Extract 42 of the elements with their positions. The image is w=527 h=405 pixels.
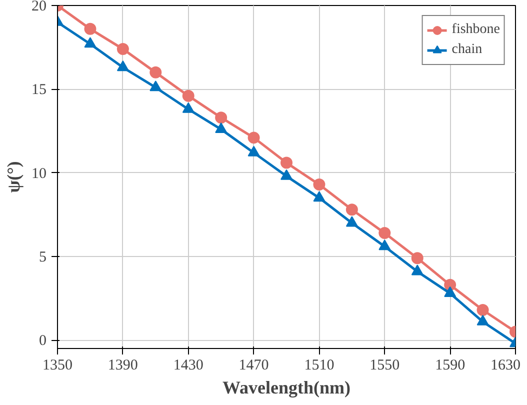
point	[84, 37, 96, 48]
point	[182, 90, 194, 102]
legend-label: fishbone	[452, 22, 500, 38]
x-tick-label: 1390	[108, 358, 138, 374]
point	[444, 286, 456, 297]
x-tick-label: 1510	[304, 358, 334, 374]
point	[116, 60, 129, 72]
point	[313, 178, 326, 191]
point	[248, 132, 260, 144]
x-axis-title: Wavelength(nm)	[222, 378, 351, 398]
point	[378, 227, 391, 240]
y-tick-label: 10	[32, 166, 46, 182]
x-tick-label: 1470	[238, 358, 269, 374]
point	[150, 66, 162, 78]
point	[280, 156, 292, 169]
x-tick-label: 1630	[490, 358, 520, 374]
point	[280, 169, 292, 180]
y-axis-title: ψ(°)	[4, 161, 24, 193]
point	[476, 314, 489, 326]
x-tick-label: 1350	[42, 358, 72, 374]
y-tick-label: 15	[32, 82, 46, 98]
point	[215, 112, 228, 124]
point	[411, 252, 424, 264]
point	[378, 240, 391, 250]
y-tick-label: 20	[32, 0, 46, 14]
legend-label: chain	[452, 42, 482, 58]
point	[248, 146, 260, 156]
x-tick-label: 1550	[370, 358, 400, 374]
point	[346, 204, 358, 216]
point	[346, 216, 358, 227]
x-tick-label: 1430	[173, 358, 204, 374]
point	[150, 80, 162, 92]
y-tick-label: 5	[39, 249, 46, 266]
point	[182, 102, 194, 113]
y-tick-label: 0	[39, 333, 46, 350]
point	[116, 43, 129, 55]
point	[215, 122, 228, 133]
point	[313, 191, 326, 202]
point	[411, 264, 424, 276]
point	[476, 304, 489, 316]
point	[84, 22, 96, 35]
x-tick-label: 1590	[435, 358, 466, 374]
